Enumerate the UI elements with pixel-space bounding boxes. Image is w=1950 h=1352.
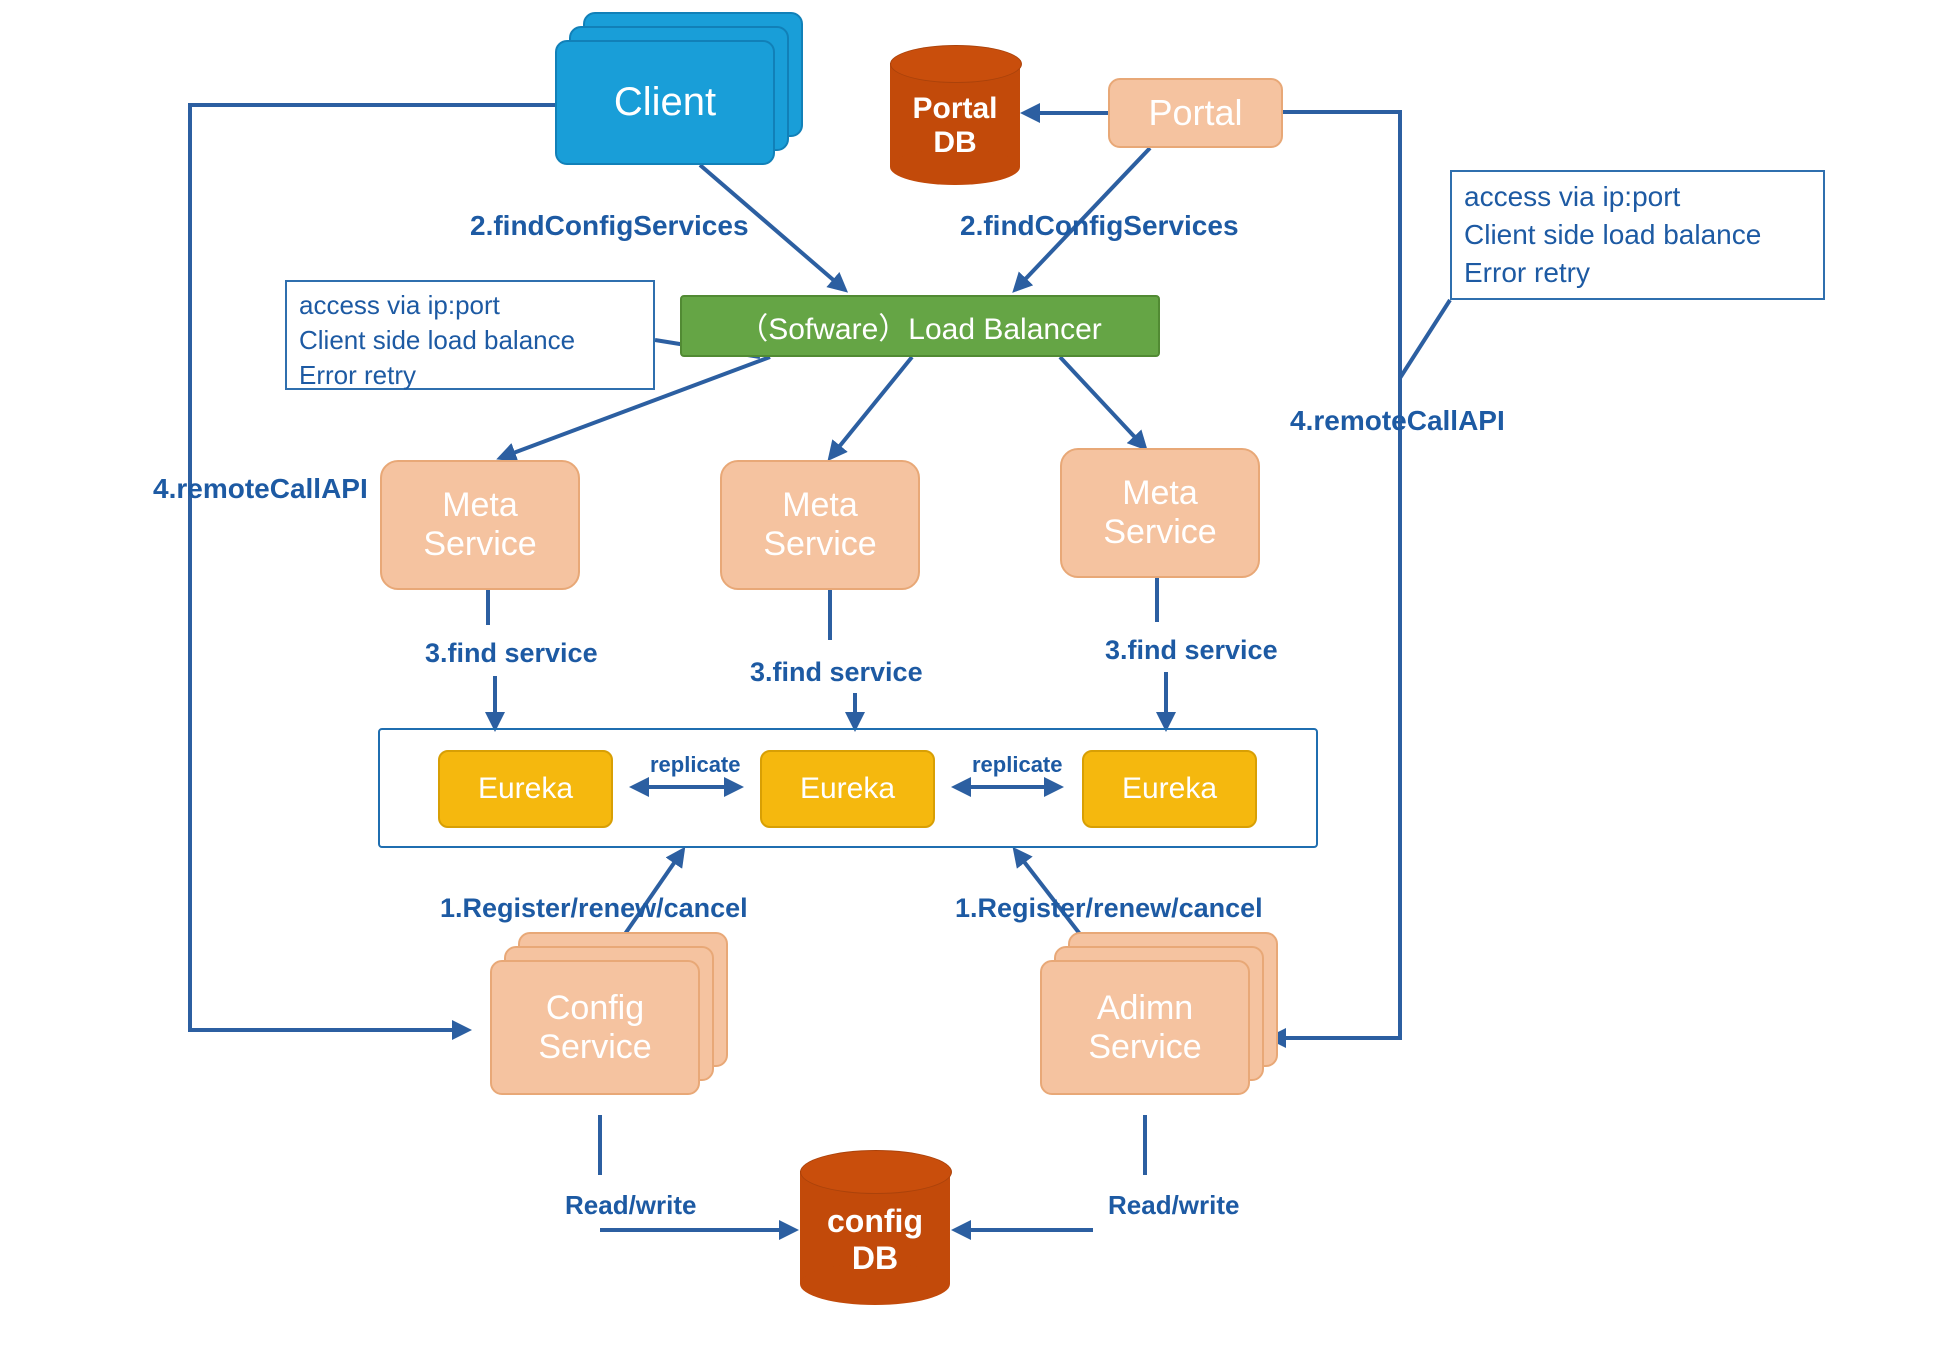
arrow-4: [830, 357, 912, 458]
portal-db-label: Portal DB: [890, 67, 1020, 185]
label-rep1: replicate: [650, 752, 741, 778]
meta-service-2: Meta Service: [720, 460, 920, 590]
label-remote2: 4.remoteCallAPI: [1290, 405, 1505, 437]
label-fs3: 3.find service: [1105, 635, 1278, 666]
eureka-2: Eureka: [760, 750, 935, 828]
label-rw2: Read/write: [1108, 1190, 1240, 1221]
note-right: access via ip:port Client side load bala…: [1450, 170, 1825, 300]
label-reg2: 1.Register/renew/cancel: [955, 893, 1263, 924]
label-remote1: 4.remoteCallAPI: [153, 473, 368, 505]
portal-box: Portal: [1108, 78, 1283, 148]
meta-service-3: Meta Service: [1060, 448, 1260, 578]
client-box: Client: [555, 40, 775, 165]
eureka-3: Eureka: [1082, 750, 1257, 828]
config-service: Config Service: [490, 960, 700, 1095]
label-rw1: Read/write: [565, 1190, 697, 1221]
meta-service-1: Meta Service: [380, 460, 580, 590]
label-find2: 2.findConfigServices: [960, 210, 1239, 242]
arrow-5: [1060, 357, 1145, 448]
arrow-21: [1270, 112, 1400, 1038]
note-left: access via ip:port Client side load bala…: [285, 280, 655, 390]
config-db-label: config DB: [800, 1175, 950, 1305]
label-rep2: replicate: [972, 752, 1063, 778]
label-reg1: 1.Register/renew/cancel: [440, 893, 748, 924]
diagram-canvas: access via ip:port Client side load bala…: [0, 0, 1950, 1352]
load-balancer: （Sofware）Load Balancer: [680, 295, 1160, 357]
admin-service: Adimn Service: [1040, 960, 1250, 1095]
eureka-1: Eureka: [438, 750, 613, 828]
label-find1: 2.findConfigServices: [470, 210, 749, 242]
label-fs1: 3.find service: [425, 638, 598, 669]
arrow-22: [1400, 300, 1450, 378]
label-fs2: 3.find service: [750, 657, 923, 688]
